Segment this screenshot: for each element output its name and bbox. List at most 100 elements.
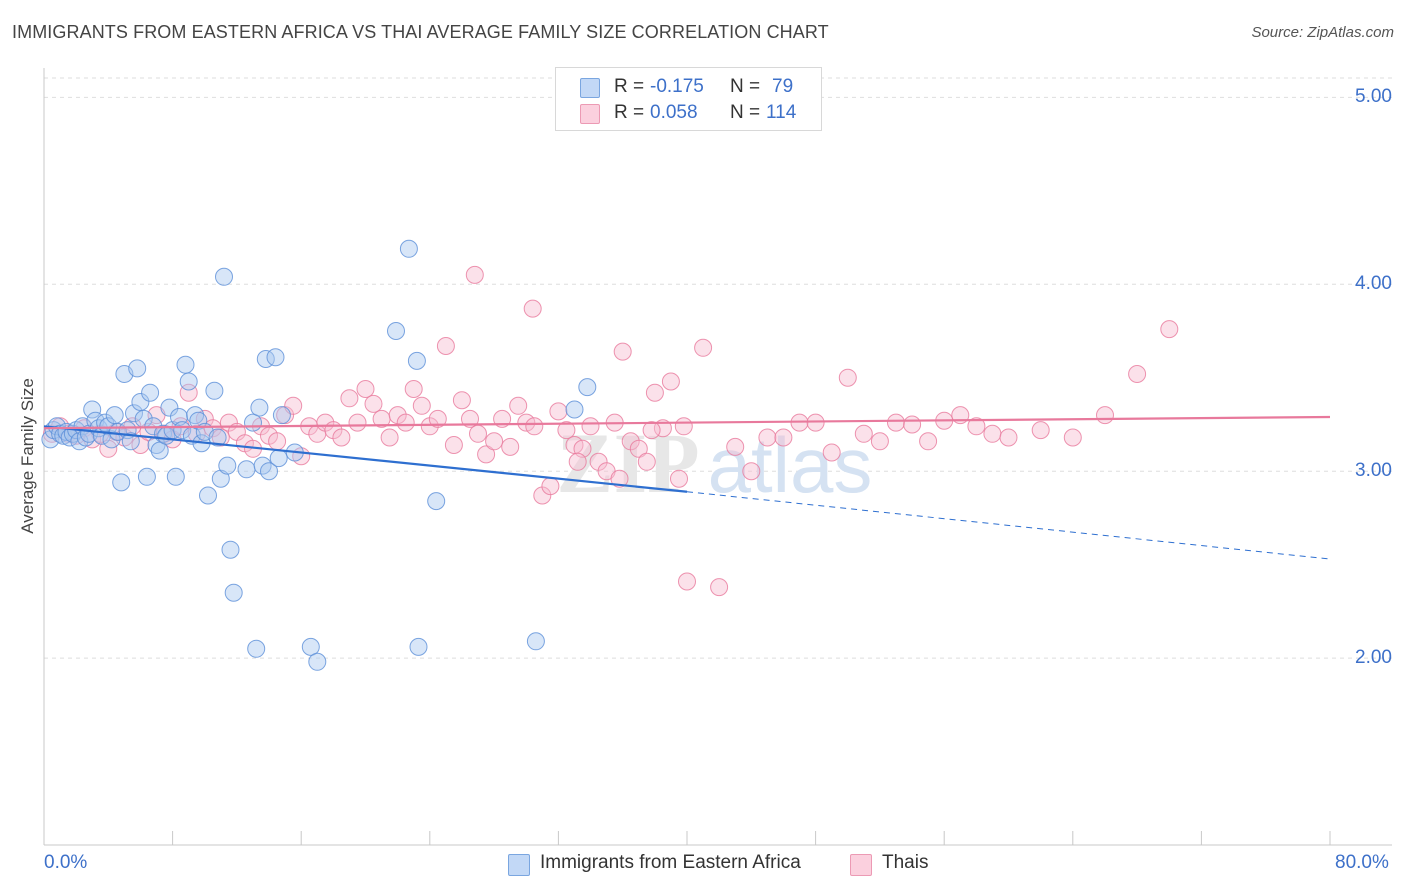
point-thais	[1096, 406, 1114, 425]
point-thais	[581, 417, 600, 436]
legend-label: Thais	[882, 852, 929, 873]
point-eastern-africa	[141, 383, 160, 402]
point-eastern-africa	[399, 239, 418, 258]
point-thais	[642, 421, 661, 440]
x-tick-label-min: 0.0%	[44, 852, 88, 873]
swatch-eastern-africa	[580, 78, 600, 98]
point-thais	[1031, 421, 1050, 440]
n-value: 79	[772, 76, 794, 97]
point-eastern-africa	[211, 469, 230, 488]
point-thais	[903, 415, 922, 434]
point-eastern-africa	[409, 637, 428, 656]
point-eastern-africa	[208, 428, 227, 447]
point-thais	[854, 424, 873, 443]
point-eastern-africa	[160, 398, 179, 417]
point-thais	[557, 421, 576, 440]
point-eastern-africa	[173, 421, 192, 440]
point-eastern-africa	[131, 393, 150, 411]
point-eastern-africa	[83, 400, 102, 419]
point-thais	[661, 372, 680, 391]
point-eastern-africa	[266, 348, 285, 367]
point-thais	[694, 338, 713, 357]
point-thais	[967, 417, 986, 436]
point-thais	[838, 368, 857, 387]
point-thais	[645, 383, 664, 402]
legend-swatch-eastern-africa	[508, 854, 530, 876]
point-eastern-africa	[218, 456, 237, 475]
point-thais	[452, 391, 471, 410]
point-thais	[726, 437, 745, 456]
point-thais	[332, 428, 351, 447]
point-eastern-africa	[407, 351, 426, 370]
point-thais	[477, 445, 496, 464]
point-eastern-africa	[269, 449, 288, 468]
legend-label: Immigrants from Eastern Africa	[540, 852, 801, 873]
point-eastern-africa	[102, 430, 121, 449]
point-eastern-africa	[387, 322, 405, 340]
point-eastern-africa	[215, 267, 233, 286]
point-eastern-africa	[308, 652, 327, 671]
point-thais	[568, 452, 587, 471]
watermark-atlas: atlas	[708, 421, 873, 509]
point-thais	[380, 428, 399, 447]
point-thais	[549, 402, 568, 421]
point-thais	[983, 424, 1002, 443]
point-eastern-africa	[147, 436, 166, 454]
point-thais	[461, 409, 479, 428]
point-eastern-africa	[112, 473, 131, 492]
point-thais	[396, 413, 415, 432]
point-eastern-africa	[250, 398, 269, 417]
r-value: -0.175	[650, 76, 704, 97]
point-thais	[364, 394, 383, 413]
point-eastern-africa	[166, 467, 185, 486]
y-tick-label: 5.00	[1355, 86, 1392, 108]
point-thais	[509, 396, 528, 415]
point-eastern-africa	[260, 462, 278, 481]
point-eastern-africa	[578, 378, 597, 397]
point-thais	[742, 462, 761, 481]
point-thais	[758, 428, 777, 447]
point-thais	[870, 432, 889, 451]
point-thais	[613, 342, 632, 361]
point-thais	[436, 337, 455, 355]
point-thais	[525, 417, 544, 436]
chart-title: IMMIGRANTS FROM EASTERN AFRICA VS THAI A…	[12, 22, 829, 42]
point-thais	[1160, 320, 1179, 339]
r-label: R =	[614, 76, 645, 97]
point-thais	[629, 439, 648, 458]
point-eastern-africa	[186, 406, 205, 425]
point-thais	[674, 417, 693, 436]
legend-swatch-thais	[850, 854, 872, 876]
n-label: N =	[730, 76, 761, 97]
y-tick-label: 4.00	[1355, 273, 1392, 295]
n-value: 114	[766, 102, 797, 123]
point-thais	[774, 428, 793, 447]
point-thais	[412, 396, 431, 415]
point-eastern-africa	[199, 486, 217, 505]
point-eastern-africa	[565, 400, 584, 419]
point-eastern-africa	[427, 492, 446, 511]
point-eastern-africa	[125, 404, 143, 423]
y-tick-label: 2.00	[1355, 647, 1392, 669]
point-thais	[637, 452, 656, 471]
point-thais	[919, 432, 938, 451]
point-eastern-africa	[189, 411, 208, 430]
point-thais	[340, 389, 359, 408]
point-thais	[710, 578, 729, 597]
point-eastern-africa	[237, 460, 256, 479]
point-thais	[465, 265, 484, 284]
point-thais	[523, 299, 542, 318]
point-thais	[356, 380, 375, 398]
point-eastern-africa	[105, 406, 124, 425]
point-eastern-africa	[121, 432, 140, 451]
point-thais	[999, 428, 1018, 447]
point-thais	[887, 413, 905, 432]
y-axis-label: Average Family Size	[18, 378, 37, 534]
point-thais	[268, 432, 287, 451]
trend-line-eastern-africa-projection	[686, 491, 1331, 560]
point-eastern-africa	[176, 355, 195, 374]
watermark-zip: ZIP	[556, 415, 699, 511]
point-thais	[1128, 365, 1147, 383]
point-eastern-africa	[128, 359, 147, 378]
